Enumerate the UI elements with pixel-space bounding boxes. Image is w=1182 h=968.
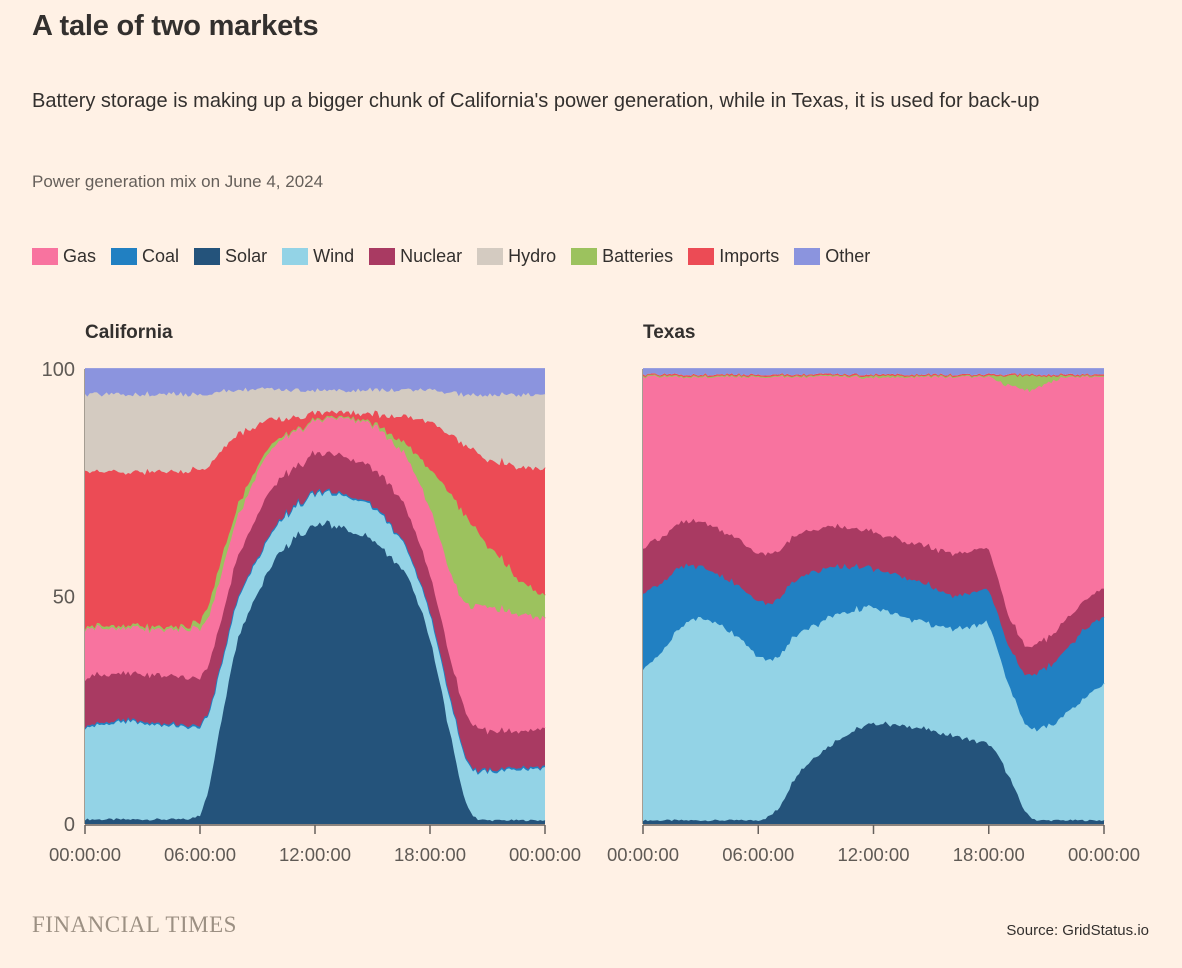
legend-item-wind: Wind: [282, 246, 354, 267]
legend-item-nuclear: Nuclear: [369, 246, 462, 267]
legend-label: Coal: [142, 246, 180, 266]
legend-swatch-hydro: [477, 248, 504, 265]
legend-swatch-wind: [282, 248, 309, 265]
chart-caption: Power generation mix on June 4, 2024: [32, 172, 324, 191]
california-edge-solar: [84, 519, 546, 823]
texas-area-solar: [643, 721, 1104, 824]
page-subtitle: Battery storage is making up a bigger ch…: [32, 90, 1040, 112]
texas-x-tick-label: 12:00:00: [837, 844, 909, 865]
texas-area-wind: [643, 605, 1104, 822]
legend-label: Solar: [225, 246, 268, 266]
texas-x-tick-label: 06:00:00: [722, 844, 794, 865]
legend-label: Gas: [63, 246, 97, 266]
california-area-nuclear: [85, 450, 545, 773]
california-area-imports: [85, 410, 545, 631]
ft-logo: FINANCIAL TIMES: [32, 912, 237, 937]
legend-item-solar: Solar: [194, 246, 267, 267]
texas-x-tick-label: 18:00:00: [953, 844, 1025, 865]
legend-label: Nuclear: [400, 246, 463, 266]
legend-swatch-gas: [32, 248, 58, 265]
texas-chart: 00:00:00 06:00:00 12:00:00 18:00:00 00:00:00: [607, 368, 1140, 865]
texas-x-tick-label: 00:00:00: [1068, 844, 1140, 865]
california-x-tick-label: 00:00:00: [509, 844, 581, 865]
legend-swatch-other: [794, 248, 821, 265]
texas-area-gas: [643, 375, 1104, 648]
california-x-tick-label: 18:00:00: [394, 844, 466, 865]
page-title: A tale of two markets: [32, 10, 319, 42]
california-area-gas: [85, 417, 545, 735]
legend-swatch-batteries: [571, 248, 598, 265]
legend-item-hydro: Hydro: [477, 246, 556, 267]
texas-x-tick-label: 00:00:00: [607, 844, 679, 865]
california-area-batteries: [85, 415, 545, 633]
california-chart-title: California: [85, 322, 173, 343]
texas-area-other: [643, 369, 1104, 376]
texas-chart-title: Texas: [643, 322, 696, 343]
legend-item-imports: Imports: [688, 246, 779, 267]
legend-item-coal: Coal: [111, 246, 179, 267]
california-y-tick-label: 0: [64, 814, 75, 836]
legend-item-batteries: Batteries: [571, 246, 673, 267]
california-y-tick-label: 100: [42, 359, 75, 381]
texas-area-batteries: [643, 374, 1104, 393]
legend-label: Wind: [313, 246, 355, 266]
texas-area-imports: [643, 373, 1104, 378]
legend-swatch-nuclear: [369, 248, 396, 265]
legend-item-gas: Gas: [32, 246, 96, 267]
california-area-hydro: [85, 387, 545, 475]
california-x-tick-label: 12:00:00: [279, 844, 351, 865]
legend-label: Other: [825, 246, 871, 266]
california-area-other: [85, 369, 545, 397]
source-credit: Source: GridStatus.io: [1006, 922, 1149, 939]
legend-label: Hydro: [508, 246, 557, 266]
texas-area-coal: [643, 563, 1104, 732]
california-x-tick-label: 00:00:00: [49, 844, 121, 865]
california-chart: 00:00:00 06:00:00 12:00:00 18:00:00 00:00:00…: [42, 359, 581, 865]
legend: Gas Coal Solar Wind Nuclear Hydro Batteries Imp…: [32, 246, 885, 267]
california-y-tick-label: 50: [53, 587, 75, 609]
california-x-tick-label: 06:00:00: [164, 844, 236, 865]
california-area-wind: [85, 490, 545, 822]
texas-area-nuclear: [643, 518, 1104, 676]
legend-item-other: Other: [794, 246, 870, 267]
california-area-solar: [85, 520, 545, 824]
legend-label: Imports: [719, 246, 780, 266]
legend-label: Batteries: [602, 246, 674, 266]
legend-swatch-solar: [194, 248, 221, 265]
legend-swatch-coal: [111, 248, 138, 265]
legend-swatch-imports: [688, 248, 715, 265]
